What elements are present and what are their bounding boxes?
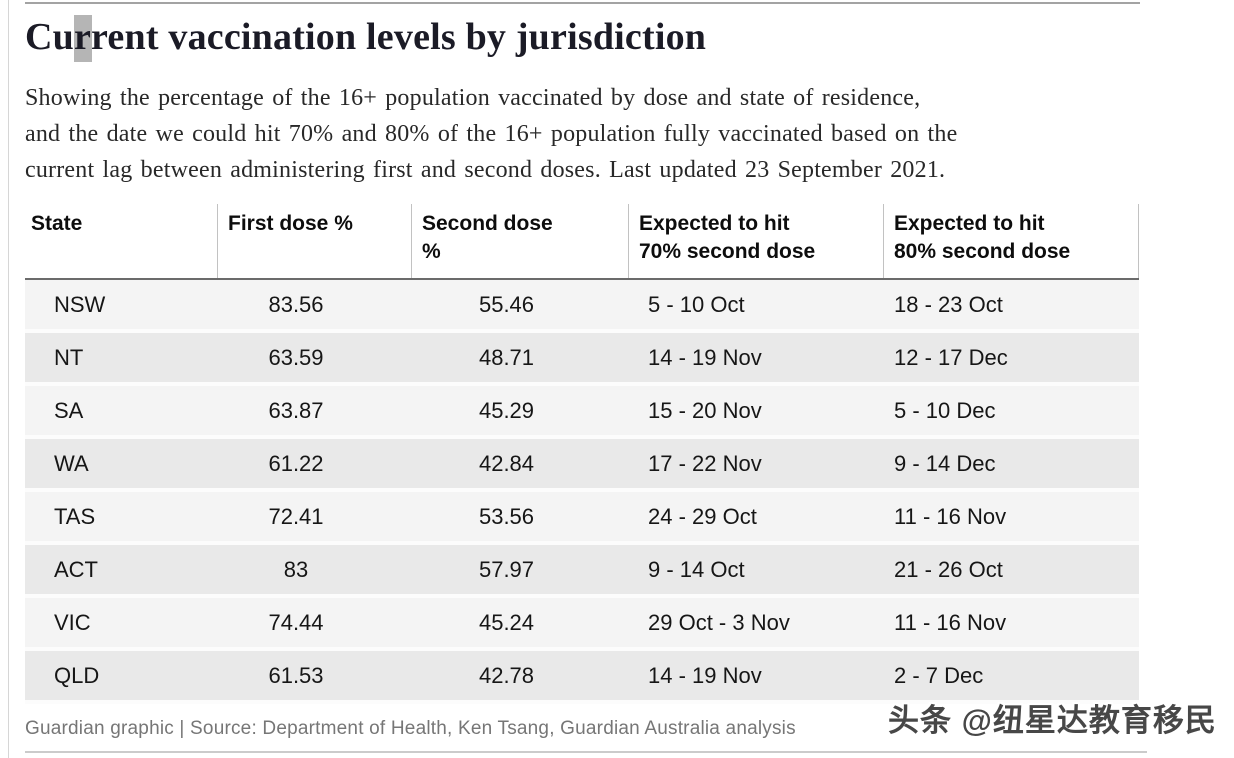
table-header-row: State First dose % Second dose % Expecte…	[25, 204, 1139, 280]
cell-first-dose: 72.41	[268, 504, 324, 529]
cell-hit-70: 29 Oct - 3 Nov	[648, 610, 790, 635]
text-cursor-highlight	[74, 15, 92, 62]
table-row-nsw: NSW 83.56 55.46 5 - 10 Oct 18 - 23 Oct	[25, 280, 1139, 333]
cell-hit-80: 12 - 17 Dec	[894, 345, 1008, 370]
column-header-second-dose: Second dose %	[411, 204, 628, 278]
cell-state: TAS	[54, 504, 96, 529]
cell-hit-80: 11 - 16 Nov	[894, 504, 1007, 529]
cell-hit-70: 14 - 19 Nov	[648, 663, 762, 688]
cell-first-dose: 83	[283, 557, 309, 582]
cell-second-dose: 42.84	[478, 451, 535, 476]
cell-first-dose: 63.59	[268, 345, 324, 370]
vaccination-table: State First dose % Second dose % Expecte…	[25, 204, 1139, 704]
cell-hit-70: 14 - 19 Nov	[648, 345, 762, 370]
page-title: Current vaccination levels by jurisdicti…	[25, 14, 1139, 62]
cell-state: SA	[54, 398, 84, 423]
cell-state: QLD	[54, 663, 100, 688]
cell-hit-80: 5 - 10 Dec	[894, 398, 996, 423]
standfirst-line-2: and the date we could hit 70% and 80% of…	[25, 121, 958, 147]
toutiao-watermark: 头条 @纽星达教育移民	[888, 703, 1217, 738]
cell-first-dose: 74.44	[268, 610, 324, 635]
table-row-qld: QLD 61.53 42.78 14 - 19 Nov 2 - 7 Dec	[25, 651, 1139, 704]
top-border-rule	[25, 2, 1140, 4]
cell-first-dose: 83.56	[268, 292, 324, 317]
cell-second-dose: 55.46	[478, 292, 535, 317]
standfirst: Showing the percentage of the 16+ popula…	[25, 80, 1139, 188]
cell-first-dose: 63.87	[268, 398, 324, 423]
cell-hit-80: 9 - 14 Dec	[894, 451, 996, 476]
content-area: Current vaccination levels by jurisdicti…	[25, 0, 1139, 741]
standfirst-line-1: Showing the percentage of the 16+ popula…	[25, 85, 921, 111]
cell-state: NT	[54, 345, 84, 370]
cell-second-dose: 57.97	[478, 557, 535, 582]
cell-first-dose: 61.22	[268, 451, 324, 476]
cell-second-dose: 45.29	[478, 398, 535, 423]
table-row-tas: TAS 72.41 53.56 24 - 29 Oct 11 - 16 Nov	[25, 492, 1139, 545]
cell-second-dose: 45.24	[478, 610, 535, 635]
cell-second-dose: 42.78	[478, 663, 535, 688]
cell-state: VIC	[54, 610, 91, 635]
table-row-act: ACT 83 57.97 9 - 14 Oct 21 - 26 Oct	[25, 545, 1139, 598]
cell-hit-70: 24 - 29 Oct	[648, 504, 757, 529]
table-row-sa: SA 63.87 45.29 15 - 20 Nov 5 - 10 Dec	[25, 386, 1139, 439]
table-body: NSW 83.56 55.46 5 - 10 Oct 18 - 23 Oct N…	[25, 280, 1139, 704]
cell-hit-70: 5 - 10 Oct	[648, 292, 745, 317]
cell-second-dose: 48.71	[478, 345, 535, 370]
cell-second-dose: 53.56	[478, 504, 535, 529]
cell-hit-70: 15 - 20 Nov	[648, 398, 762, 423]
cell-hit-80: 11 - 16 Nov	[894, 610, 1007, 635]
cell-state: WA	[54, 451, 89, 476]
left-border-rule	[8, 0, 9, 758]
cell-hit-80: 18 - 23 Oct	[894, 292, 1003, 317]
cell-first-dose: 61.53	[268, 663, 324, 688]
page-title-text: Current vaccination levels by jurisdicti…	[25, 16, 707, 58]
table-row-vic: VIC 74.44 45.24 29 Oct - 3 Nov 11 - 16 N…	[25, 598, 1139, 651]
cell-hit-70: 9 - 14 Oct	[648, 557, 745, 582]
column-header-hit-80: Expected to hit 80% second dose	[883, 204, 1139, 278]
column-header-hit-70: Expected to hit 70% second dose	[628, 204, 883, 278]
source-credit: Guardian graphic | Source: Department of…	[25, 718, 796, 739]
cell-hit-80: 2 - 7 Dec	[894, 663, 984, 688]
column-header-state: State	[31, 212, 83, 235]
cell-hit-80: 21 - 26 Oct	[894, 557, 1003, 582]
cell-hit-70: 17 - 22 Nov	[648, 451, 762, 476]
standfirst-line-3: current lag between administering first …	[25, 157, 946, 183]
cell-state: NSW	[54, 292, 106, 317]
cell-state: ACT	[54, 557, 98, 582]
table-row-wa: WA 61.22 42.84 17 - 22 Nov 9 - 14 Dec	[25, 439, 1139, 492]
column-header-first-dose: First dose %	[217, 204, 411, 278]
bottom-border-rule	[25, 751, 1147, 753]
table-row-nt: NT 63.59 48.71 14 - 19 Nov 12 - 17 Dec	[25, 333, 1139, 386]
